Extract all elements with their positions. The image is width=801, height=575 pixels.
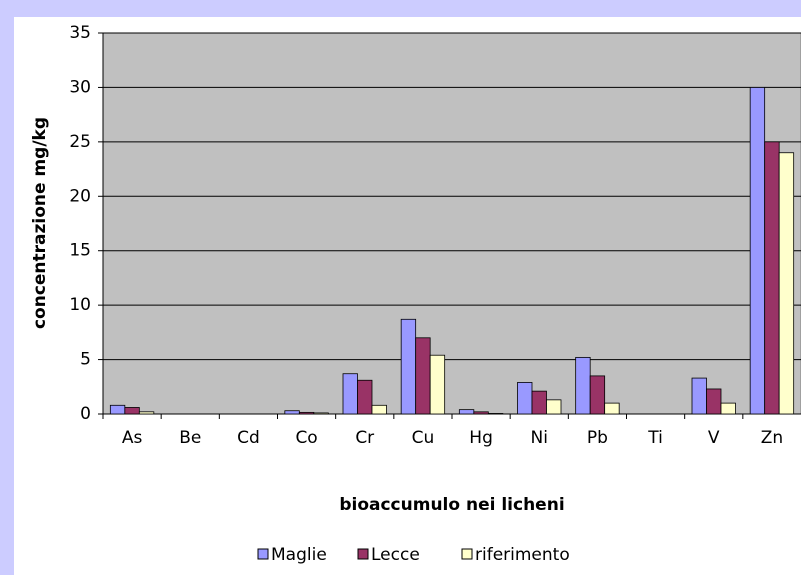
bar	[284, 410, 300, 415]
y-tick-label: 0	[80, 404, 91, 424]
x-axis-title: bioaccumulo nei licheni	[339, 495, 564, 515]
x-tick-label: As	[122, 428, 143, 448]
bar	[473, 411, 489, 415]
legend-label: riferimento	[475, 545, 570, 565]
y-tick-label: 15	[69, 241, 91, 261]
legend-swatch	[257, 548, 269, 560]
x-tick-label: Zn	[761, 428, 783, 448]
x-tick-label: Cu	[412, 428, 435, 448]
y-tick-label: 35	[69, 23, 91, 43]
bar	[604, 402, 620, 415]
bar	[342, 373, 358, 415]
y-tick-label: 10	[69, 295, 91, 315]
bar	[778, 152, 795, 415]
legend-label: Maglie	[271, 545, 327, 565]
bar	[691, 377, 707, 415]
y-axis-title: concentrazione mg/kg	[30, 117, 50, 329]
bar	[575, 356, 591, 415]
bar	[124, 407, 140, 415]
x-tick-label: V	[708, 428, 720, 448]
x-tick-label: Be	[179, 428, 201, 448]
legend-swatch	[461, 548, 473, 560]
bar	[313, 412, 329, 415]
bar	[109, 404, 126, 415]
bar	[720, 402, 736, 415]
bar	[458, 409, 475, 415]
y-tick-label: 5	[80, 350, 91, 370]
bar	[589, 375, 606, 415]
bar	[400, 318, 417, 415]
x-tick-label: Co	[295, 428, 317, 448]
x-tick-label: Ni	[531, 428, 548, 448]
x-tick-label: Hg	[469, 428, 493, 448]
x-tick-label: Pb	[587, 428, 608, 448]
bar	[298, 411, 315, 415]
x-tick-label: Ti	[647, 428, 663, 448]
y-tick-label: 25	[69, 132, 91, 152]
bar	[429, 354, 446, 415]
bar	[749, 87, 766, 415]
x-tick-label: Cr	[355, 428, 374, 448]
bar	[371, 404, 387, 415]
legend-label: Lecce	[371, 545, 420, 565]
bar	[546, 399, 562, 415]
y-tick-label: 20	[69, 186, 91, 206]
x-tick-label: Cd	[237, 428, 260, 448]
bar	[415, 337, 431, 415]
y-tick-label: 30	[69, 77, 91, 97]
bar	[517, 382, 533, 415]
bar	[531, 390, 547, 415]
plot-area	[102, 32, 801, 415]
bar	[357, 379, 373, 415]
bar	[138, 411, 155, 415]
legend-swatch	[357, 548, 369, 560]
bar	[764, 141, 780, 415]
bar	[487, 413, 504, 415]
bar	[706, 388, 722, 415]
